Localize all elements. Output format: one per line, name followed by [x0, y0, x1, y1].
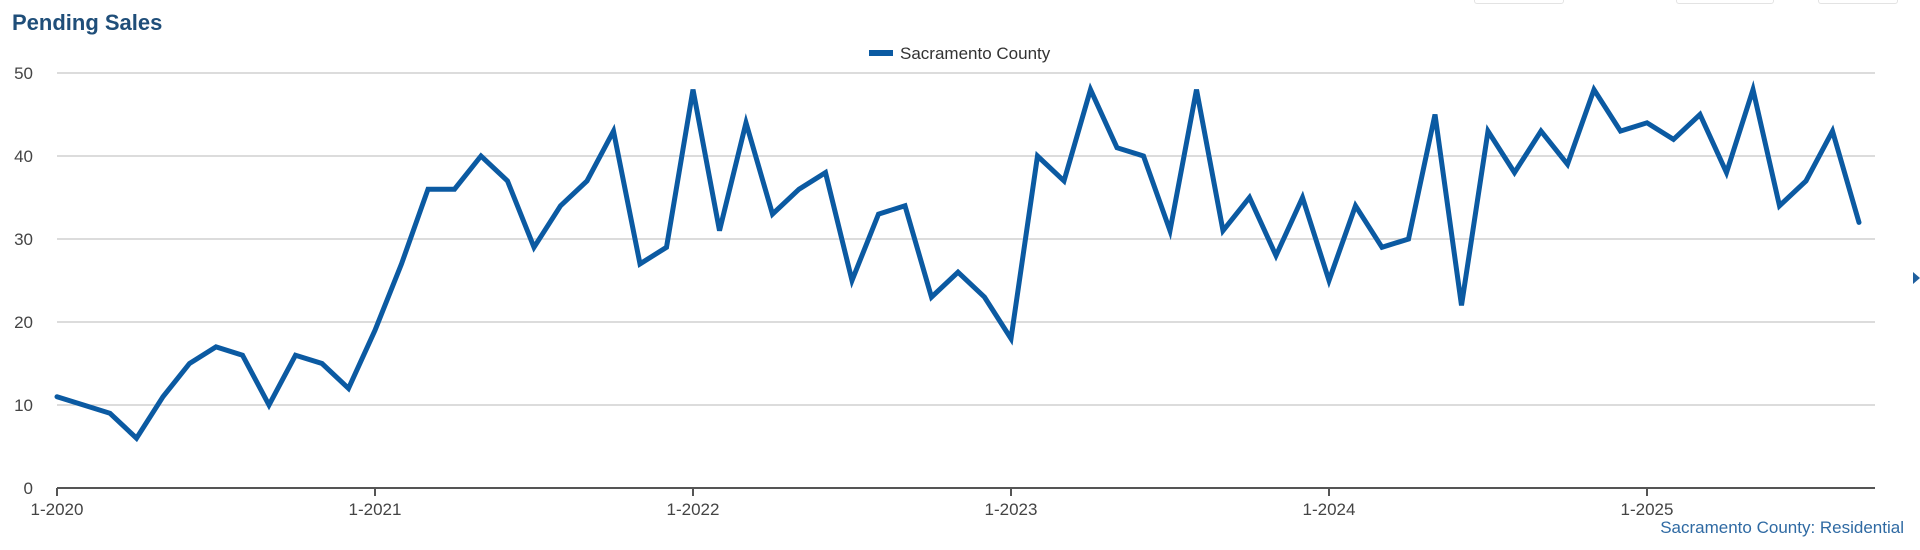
toolbar-button[interactable]	[1818, 0, 1898, 4]
x-tick-label: 1-2023	[985, 500, 1038, 519]
y-tick-label: 30	[14, 230, 33, 249]
y-tick-label: 20	[14, 313, 33, 332]
x-tick-label: 1-2021	[349, 500, 402, 519]
expand-arrow-icon[interactable]	[1913, 272, 1920, 284]
legend-swatch	[869, 50, 893, 56]
y-tick-label: 0	[24, 479, 33, 498]
x-tick-label: 1-2022	[667, 500, 720, 519]
chart-title: Pending Sales	[12, 10, 163, 35]
x-tick-label: 1-2024	[1303, 500, 1356, 519]
y-tick-label: 50	[14, 64, 33, 83]
y-tick-label: 10	[14, 396, 33, 415]
series-line-sacramento-county	[54, 80, 1862, 443]
toolbar-button[interactable]	[1676, 0, 1774, 4]
legend-label: Sacramento County	[900, 44, 1051, 63]
chart-source-note: Sacramento County: Residential	[1660, 518, 1904, 537]
x-tick-label: 1-2020	[31, 500, 84, 519]
y-tick-label: 40	[14, 147, 33, 166]
toolbar-button[interactable]	[1474, 0, 1564, 4]
x-tick-label: 1-2025	[1621, 500, 1674, 519]
